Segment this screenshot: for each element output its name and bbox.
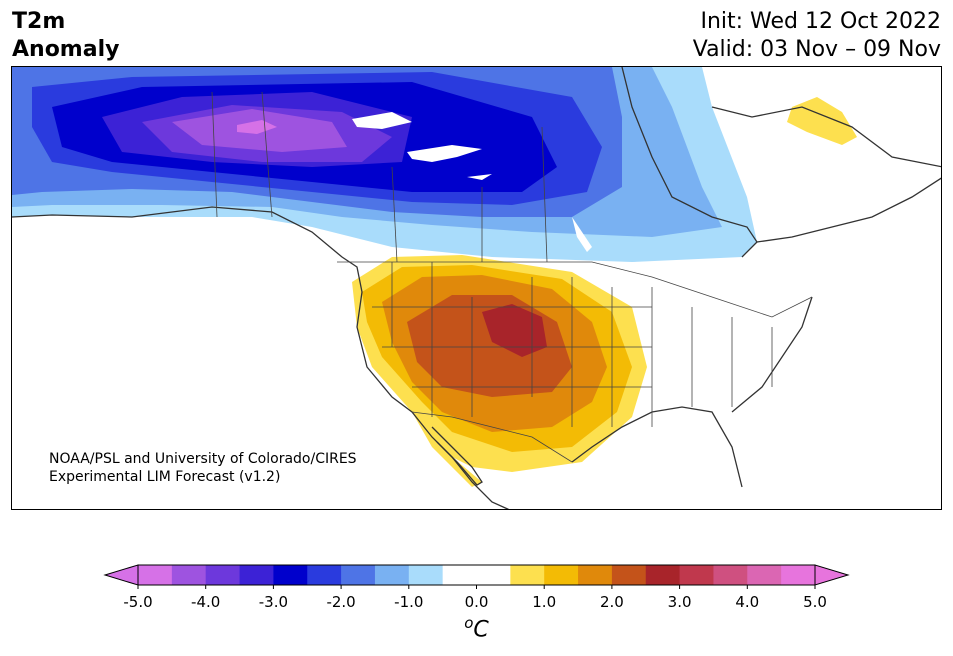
east-us-coast [731, 296, 813, 413]
lake-athabasca [467, 174, 492, 180]
state-grid-east [651, 287, 773, 427]
colorbar-band [747, 565, 782, 585]
provincial-border-2 [261, 91, 273, 218]
provincial-border-1 [211, 91, 218, 218]
colorbar-tick-label: 3.0 [668, 593, 692, 611]
colorbar-tick-label: -4.0 [191, 593, 220, 611]
colorbar-tick-label: 2.0 [600, 593, 624, 611]
labrador-coast [711, 106, 941, 168]
coastlines [12, 67, 941, 509]
colorbar-band [476, 565, 511, 585]
colorbar-band [138, 565, 173, 585]
colorbar-tick-label: 5.0 [803, 593, 827, 611]
forecast-dates: Init: Wed 12 Oct 2022 Valid: 03 Nov – 09… [693, 8, 941, 64]
baja-peninsula [431, 426, 483, 486]
colorbar-right-extend [814, 564, 850, 586]
warm-very-strong-contour [482, 304, 547, 357]
colorbar-unit-label: oC [0, 614, 953, 642]
colorbar-band [578, 565, 613, 585]
title-variable: T2m [12, 9, 66, 34]
colorbar-tick-label: 0.0 [465, 593, 489, 611]
warm-anomaly-region [352, 255, 647, 487]
colorbar-band [171, 565, 207, 585]
unit-degree-sup: o [464, 614, 474, 632]
colorbar-band [205, 565, 241, 585]
colorbar-band [544, 565, 579, 585]
credit-line-2: Experimental LIM Forecast (v1.2) [49, 469, 281, 485]
colorbar-tick-label: -3.0 [259, 593, 288, 611]
hudson-bay-coast [621, 67, 758, 258]
colorbar-left-extend [103, 564, 139, 586]
colorbar-band [239, 565, 274, 585]
great-slave-lake [407, 145, 482, 162]
colorbar-bands [138, 565, 816, 585]
valid-period: Valid: 03 Nov – 09 Nov [692, 37, 941, 62]
anomaly-map [11, 66, 942, 510]
warm-labrador-contour [787, 97, 857, 145]
colorbar-band [374, 565, 410, 585]
colorbar-band [408, 565, 444, 585]
unit-letter: C [473, 617, 489, 643]
title-quantity: Anomaly [12, 37, 120, 62]
map-canvas [12, 67, 941, 509]
init-date: Init: Wed 12 Oct 2022 [700, 9, 941, 34]
canada-us-border [337, 261, 813, 318]
colorbar-band [611, 565, 647, 585]
colorbar-band [442, 565, 477, 585]
colorbar-tick-label: 1.0 [532, 593, 556, 611]
colorbar: -5.0 -4.0 -3.0 -2.0 -1.0 0.0 1.0 2.0 3.0 4.0 5.0 [103, 564, 850, 611]
cold-anomaly-region [12, 67, 857, 262]
map-title: T2m Anomaly [12, 8, 119, 64]
provincial-border-5 [541, 126, 548, 263]
lake-winnipeg [572, 217, 592, 252]
lakes [352, 112, 592, 252]
colorbar-band [307, 565, 342, 585]
colorbar-band [341, 565, 376, 585]
colorbar-tick-label: 4.0 [735, 593, 759, 611]
provincial-border-3 [391, 166, 398, 263]
colorbar-tick-label: -2.0 [326, 593, 355, 611]
state-grid-west [391, 262, 613, 427]
colorbar-band [679, 565, 714, 585]
colorbar-band [273, 565, 308, 585]
atlantic-coast [756, 177, 941, 243]
colorbar-tick-label: -5.0 [123, 593, 152, 611]
colorbar-band [645, 565, 681, 585]
credit-text: NOAA/PSL and University of Colorado/CIRE… [49, 450, 357, 486]
gulf-of-mexico-coast [571, 406, 743, 488]
great-bear-lake [352, 112, 412, 129]
cold-pink-contour [237, 120, 277, 134]
state-province-borders [211, 91, 813, 463]
credit-line-1: NOAA/PSL and University of Colorado/CIRE… [49, 451, 357, 467]
colorbar-band [781, 565, 816, 585]
us-mexico-border [411, 411, 573, 463]
colorbar-ticks: -5.0 -4.0 -3.0 -2.0 -1.0 0.0 1.0 2.0 3.0 4.0 5.0 [123, 585, 827, 611]
colorbar-band [510, 565, 545, 585]
colorbar-tick-label: -1.0 [394, 593, 423, 611]
state-grid-rows [372, 306, 652, 388]
colorbar-band [713, 565, 748, 585]
